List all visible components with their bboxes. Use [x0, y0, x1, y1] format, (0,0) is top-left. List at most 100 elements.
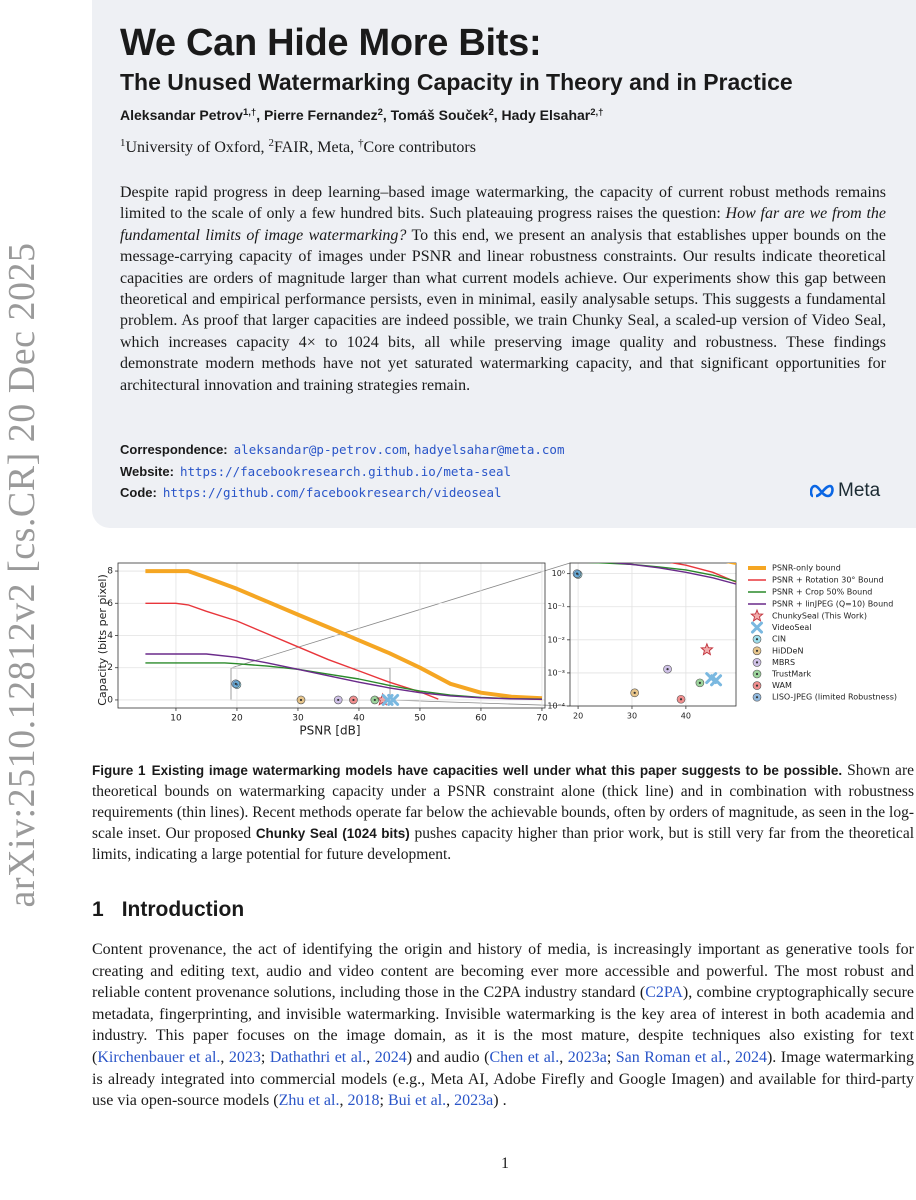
- y-tick-label: 10⁻³: [547, 668, 565, 677]
- cite[interactable]: 2023: [228, 1048, 261, 1066]
- text-run: ). Image watermarking is already integra…: [92, 1048, 915, 1110]
- x-axis-label: PSNR [dB]: [299, 724, 360, 738]
- paragraph: Content provenance, the act of identifyi…: [92, 939, 914, 1112]
- legend-label: HiDDeN: [772, 646, 803, 655]
- zoom-connector: [389, 699, 571, 707]
- bound-line: [145, 602, 439, 700]
- marker-dot: [679, 698, 683, 701]
- cite[interactable]: 2024: [734, 1048, 767, 1066]
- marker-dot: [234, 682, 237, 685]
- marker-dot: [698, 681, 701, 684]
- legend-label: VideoSeal: [772, 623, 812, 632]
- text-run: Core contributors: [363, 139, 476, 156]
- legend-label: MBRS: [772, 658, 795, 667]
- circle-marker: [663, 664, 672, 674]
- plot-area: [572, 563, 736, 704]
- mono[interactable]: https://facebookresearch.github.io/meta-…: [179, 464, 512, 479]
- b: Code:: [120, 485, 157, 500]
- circle-marker: [752, 658, 762, 667]
- text-run: ,: [366, 1048, 375, 1066]
- b: Correspondence:: [120, 442, 228, 457]
- circle-marker: [572, 569, 582, 578]
- marker-dot: [337, 698, 340, 702]
- circle-marker: [752, 669, 762, 679]
- legend-label: PSNR + Crop 50% Bound: [772, 588, 872, 597]
- marker-dot: [755, 696, 759, 699]
- circle-marker: [349, 695, 358, 705]
- y-tick-label: 10⁻²: [547, 635, 565, 644]
- legend-label: CIN: [772, 635, 786, 644]
- title: We Can Hide More Bits:: [120, 22, 542, 64]
- x-tick-label: 60: [475, 714, 487, 724]
- star-marker: [700, 642, 714, 656]
- text-run: FAIR, Meta,: [273, 139, 359, 156]
- marker-dot: [755, 649, 759, 652]
- circle-marker: [752, 646, 762, 656]
- cite[interactable]: C2PA: [645, 984, 683, 1002]
- cite[interactable]: Bui et al.: [387, 1092, 447, 1110]
- b: Chunky Seal (1024 bits): [255, 826, 410, 841]
- cite[interactable]: 2018: [347, 1092, 380, 1110]
- text-run: ) .: [493, 1092, 507, 1110]
- text-run: ,: [220, 1048, 229, 1066]
- text-run: ;: [606, 1048, 616, 1066]
- cite[interactable]: 2023a: [454, 1092, 494, 1110]
- text-run: , Hady Elsahar: [493, 107, 591, 123]
- sup: 2,†: [590, 106, 604, 118]
- mono[interactable]: https://github.com/facebookresearch/vide…: [162, 485, 502, 500]
- marker-dot: [575, 572, 579, 575]
- text-run: pushes capacity higher than prior work, …: [92, 825, 915, 863]
- circle-marker: [676, 694, 686, 704]
- circle-marker: [370, 695, 380, 705]
- star-marker: [750, 608, 764, 622]
- cite[interactable]: 2024: [374, 1048, 407, 1066]
- legend-label: PSNR + linJPEG (Q=10) Bound: [772, 600, 893, 609]
- plot-frame: [117, 562, 546, 709]
- circle-marker: [752, 692, 762, 702]
- cite[interactable]: San Roman et al.: [615, 1048, 727, 1066]
- y-tick-label: 0: [107, 695, 113, 705]
- section-title: Introduction: [121, 898, 245, 921]
- text-run: , Pierre Fernandez: [256, 107, 378, 123]
- legend-label: PSNR + Rotation 30° Bound: [772, 576, 884, 585]
- x-tick-label: 40: [353, 714, 365, 724]
- text-run: ), combine cryptographically secure meta…: [92, 984, 915, 1066]
- cite[interactable]: Chen et al.: [489, 1048, 560, 1066]
- marker-dot: [755, 672, 759, 676]
- y-tick-label: 10⁻¹: [547, 602, 565, 611]
- cite[interactable]: Kirchenbauer et al.: [97, 1048, 221, 1066]
- cross-marker: [751, 621, 763, 634]
- bound-line: [586, 563, 736, 583]
- meta-icon: [810, 484, 834, 498]
- cite[interactable]: Dathathri et al.: [269, 1048, 367, 1066]
- y-tick-label: 10⁻⁴: [547, 702, 565, 711]
- y-tick-label: 2: [107, 663, 113, 673]
- bound-line: [669, 563, 736, 583]
- text-run: Content provenance, the act of identifyi…: [92, 941, 914, 1002]
- x-tick-label: 20: [231, 714, 243, 724]
- cite[interactable]: 2023a: [567, 1048, 607, 1066]
- correspondence: Correspondence: aleksandar@p-petrov.com, …: [120, 442, 564, 457]
- text-run: ;: [379, 1092, 388, 1110]
- website: Website: https://facebookresearch.github.…: [120, 464, 511, 479]
- marker-dot: [755, 684, 759, 687]
- sup: †: [358, 137, 364, 150]
- y-tick-label: 4: [107, 631, 113, 641]
- circle-marker: [630, 688, 639, 698]
- text-run: ,: [406, 442, 414, 457]
- legend-label: ChunkySeal (This Work): [772, 612, 867, 621]
- text-run: ,: [559, 1048, 568, 1066]
- cite[interactable]: Zhu et al.: [278, 1092, 340, 1110]
- sup: 1,†: [242, 106, 257, 118]
- mono[interactable]: aleksandar@p-petrov.com: [233, 442, 407, 457]
- x-tick-label: 50: [414, 714, 426, 724]
- abstract: Despite rapid progress in deep learning–…: [120, 182, 886, 396]
- label: Figure 1: [92, 763, 146, 778]
- marker-dot: [352, 698, 355, 702]
- mono[interactable]: hadyelsahar@meta.com: [413, 442, 565, 457]
- sup: 1: [120, 137, 126, 150]
- x-tick-label: 30: [627, 712, 637, 721]
- y-tick-label: 6: [107, 599, 113, 609]
- circle-marker: [752, 681, 762, 690]
